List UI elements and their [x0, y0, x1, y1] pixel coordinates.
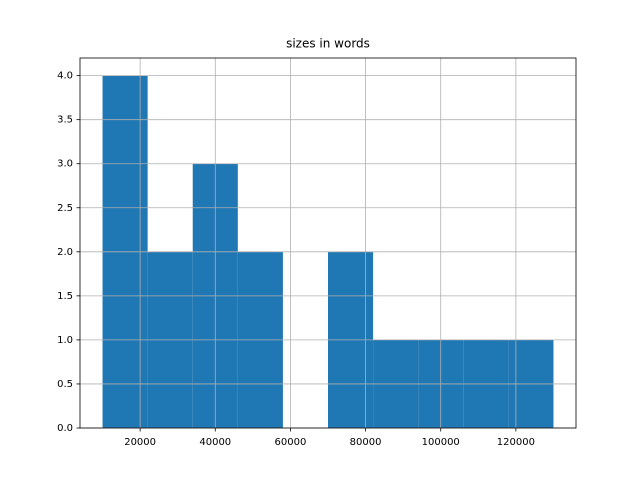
y-tick-label: 0.5 [57, 379, 73, 390]
x-tick-label: 20000 [124, 437, 156, 448]
x-tick-label: 100000 [422, 437, 460, 448]
x-tick-label: 120000 [497, 437, 535, 448]
axes-frame [79, 57, 577, 429]
y-tick-label: 3.5 [57, 115, 73, 126]
y-tick-label: 2.0 [57, 247, 73, 258]
y-tick-label: 1.0 [57, 335, 73, 346]
y-tick-label: 4.0 [57, 71, 73, 82]
y-tick-label: 0.0 [57, 423, 73, 434]
x-tick-label: 40000 [199, 437, 231, 448]
y-tick-label: 2.5 [57, 203, 73, 214]
chart-title: sizes in words [286, 37, 370, 51]
x-tick-label: 80000 [350, 437, 382, 448]
y-tick-label: 3.0 [57, 159, 73, 170]
plot-area: 20000 40000 60000 80000 100000 120000 0.0 0.5 1.… [57, 58, 576, 448]
x-tick-label: 60000 [275, 437, 307, 448]
y-tick-label: 1.5 [57, 291, 73, 302]
